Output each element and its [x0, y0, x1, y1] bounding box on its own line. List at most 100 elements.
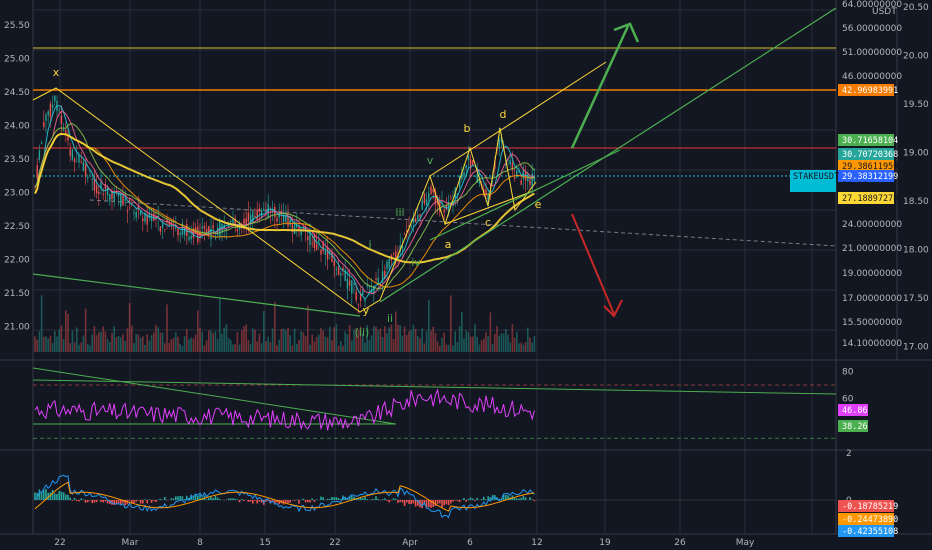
volume-bar — [120, 337, 122, 352]
volume-bar — [47, 338, 49, 352]
volume-bar — [397, 324, 399, 352]
candle-body — [381, 271, 384, 283]
volume-bar — [419, 338, 421, 352]
volume-bar — [392, 339, 395, 352]
candle-body — [456, 193, 459, 196]
macd-value-label: -0.18785219 — [842, 502, 898, 512]
volume-bar — [337, 345, 340, 352]
far-right-tick-label: 20.00 — [903, 52, 929, 62]
volume-bar — [69, 343, 71, 352]
up-arrow-icon — [570, 25, 630, 149]
volume-bar — [135, 333, 137, 352]
volume-bar — [254, 329, 256, 352]
candle-body — [65, 130, 67, 134]
candle-body — [520, 180, 522, 185]
right-tick-label: 17.00000000 — [842, 294, 902, 304]
macd-histogram-bar — [401, 500, 404, 503]
rsi-line — [34, 388, 535, 431]
candle-body — [254, 215, 256, 217]
macd-histogram-bar — [84, 500, 87, 503]
volume-bar — [467, 332, 470, 352]
macd-histogram-bar — [304, 500, 307, 503]
volume-bar — [381, 337, 384, 352]
macd-histogram-bar — [522, 495, 525, 500]
candle-body — [285, 215, 287, 222]
candle-body — [313, 235, 316, 248]
volume-bar — [296, 343, 298, 352]
macd-histogram-bar — [285, 500, 287, 503]
candle-body — [69, 149, 71, 157]
macd-histogram-bar — [82, 499, 85, 500]
left-tick-label: 25.00 — [4, 55, 30, 65]
macd-histogram-bar — [164, 497, 166, 500]
macd-histogram-bar — [513, 497, 516, 500]
volume-bar — [89, 345, 91, 352]
volume-bar — [148, 340, 151, 352]
macd-histogram-bar — [447, 500, 450, 506]
time-tick-label: 26 — [674, 538, 686, 548]
volume-bar — [366, 325, 368, 352]
rsi-tick-label: 80 — [842, 368, 854, 378]
time-tick-label: 8 — [197, 538, 203, 548]
volume-bar — [342, 345, 344, 352]
volume-bar — [346, 334, 349, 352]
candle-body — [311, 243, 313, 244]
candle-body — [335, 268, 338, 270]
volume-bar — [395, 311, 397, 352]
volume-bar — [166, 304, 168, 352]
macd-histogram-bar — [142, 500, 144, 504]
right-tick-label: 51.00000000 — [842, 48, 902, 58]
volume-bar — [494, 333, 496, 352]
candle-body — [49, 103, 52, 118]
candle-body — [386, 261, 388, 270]
macd-value-tag — [838, 525, 894, 537]
macd-histogram-bar — [516, 498, 518, 500]
macd-histogram-bar — [104, 500, 107, 502]
macd-histogram-bar — [445, 500, 448, 505]
volume-bar — [386, 332, 388, 352]
macd-histogram-bar — [498, 498, 500, 500]
macd-histogram-bar — [148, 499, 151, 500]
left-tick-label: 22.50 — [4, 222, 30, 232]
price-tag-label: 30.70720368 — [842, 150, 898, 160]
macd-histogram-bar — [115, 500, 118, 505]
volume-bar — [98, 332, 100, 352]
moving-average-line — [34, 132, 535, 264]
macd-histogram-bar — [307, 500, 309, 503]
volume-bar — [491, 344, 494, 352]
candle-body — [357, 304, 360, 306]
candle-body — [172, 227, 175, 229]
candle-body — [458, 175, 461, 188]
time-tick-label: Apr — [402, 538, 418, 548]
candle-body — [276, 217, 278, 222]
macd-histogram-bar — [47, 492, 49, 500]
candle-body — [478, 181, 481, 184]
macd-histogram-bar — [265, 500, 267, 502]
volume-bar — [131, 325, 133, 352]
volume-bar — [524, 342, 527, 352]
volume-bar — [353, 329, 355, 352]
macd-histogram-bar — [381, 499, 384, 500]
up-arrow-head-icon — [613, 22, 640, 43]
candle-body — [236, 229, 239, 232]
volume-bar — [102, 326, 104, 352]
macd-histogram-bar — [397, 500, 399, 503]
volume-bar — [124, 340, 126, 352]
volume-bar — [304, 336, 307, 352]
volume-bar — [71, 330, 74, 352]
volume-bar — [447, 344, 450, 352]
candle-body — [417, 215, 419, 220]
volume-bar — [84, 308, 87, 352]
macd-histogram-bar — [124, 500, 126, 506]
volume-bar — [362, 333, 364, 352]
volume-bar — [91, 334, 93, 352]
volume-bar — [263, 310, 265, 352]
far-right-tick-label: 19.50 — [903, 100, 929, 110]
candle-body — [430, 186, 432, 195]
candle-body — [249, 214, 252, 223]
volume-bar — [313, 341, 316, 352]
volume-bar — [463, 338, 465, 352]
volume-bar — [36, 339, 38, 352]
candle-body — [370, 289, 373, 294]
